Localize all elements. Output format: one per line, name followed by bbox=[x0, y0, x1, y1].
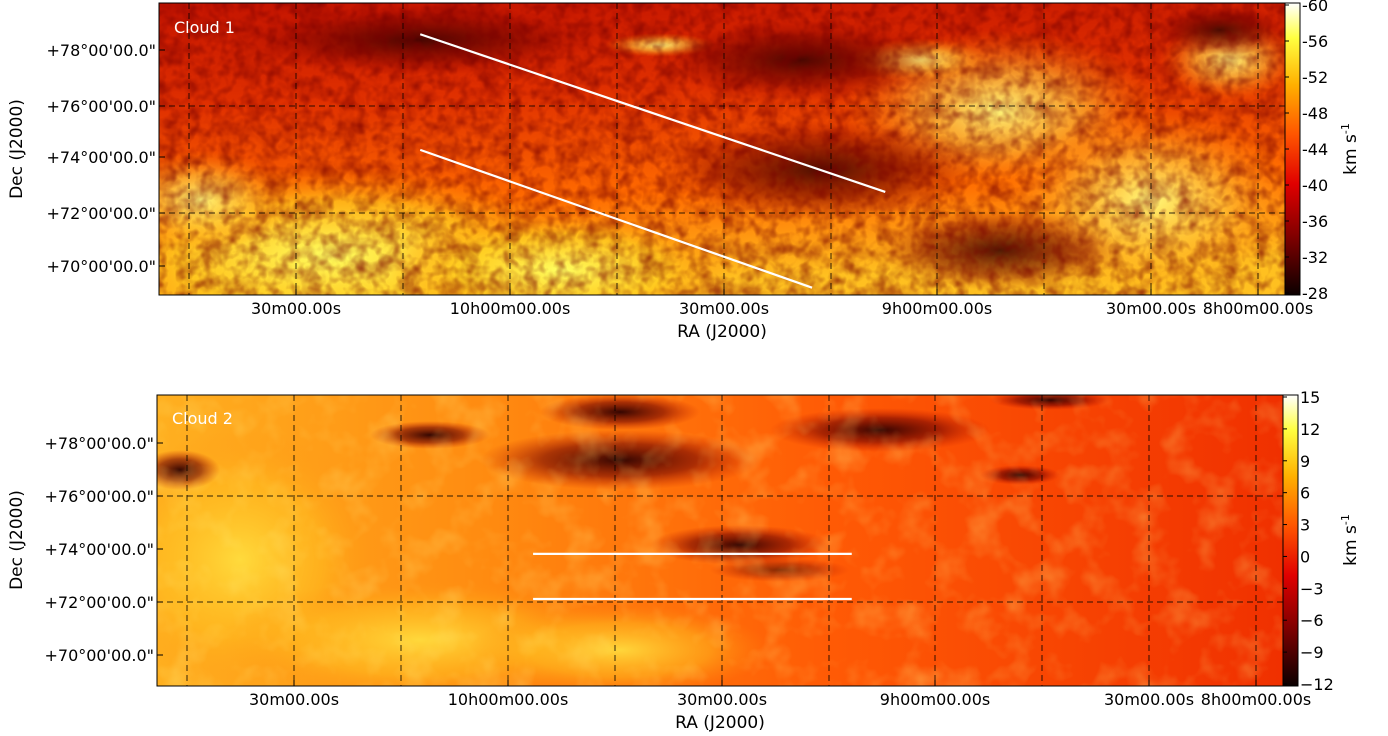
panel-label-cloud-2: Cloud 2 bbox=[172, 409, 233, 428]
colorbar-tick-label: 9 bbox=[1300, 452, 1310, 471]
x-axis-title-cloud-1: RA (J2000) bbox=[677, 322, 767, 342]
panel-cloud-2: 30m00.00s 10h00m00.00s 30m00.00s 9h00m00.00… bbox=[7, 388, 1361, 733]
colorbar-tick-label: −3 bbox=[1300, 579, 1324, 598]
panel-cloud-1: 30m00.00s 10h00m00.00s 30m00.00s 9h00m00.00… bbox=[7, 0, 1361, 342]
y-tick-label: +76°00'00.0" bbox=[44, 487, 154, 506]
x-tick-label: 10h00m00.00s bbox=[448, 690, 569, 709]
x-tick-label: 30m00.00s bbox=[677, 690, 767, 709]
colorbar-tick-label: 3 bbox=[1300, 516, 1310, 535]
colorbar-tick-label: -44 bbox=[1302, 140, 1328, 159]
y-axis-ticks-cloud-2: +78°00'00.0" +76°00'00.0" +74°00'00.0" +72°… bbox=[44, 434, 163, 665]
y-tick-label: +70°00'00.0" bbox=[44, 646, 154, 665]
y-tick-label: +76°00'00.0" bbox=[46, 97, 156, 116]
y-tick-label: +70°00'00.0" bbox=[46, 257, 156, 276]
colorbar-tick-label: -48 bbox=[1302, 104, 1328, 123]
colorbar-cloud-2 bbox=[1282, 394, 1299, 687]
colorbar-label-cloud-1: km s-1 bbox=[1339, 123, 1361, 175]
colorbar-tick-label: −9 bbox=[1300, 643, 1324, 662]
colorbar-tick-label: -60 bbox=[1302, 0, 1328, 15]
y-tick-label: +74°00'00.0" bbox=[46, 148, 156, 167]
y-tick-label: +78°00'00.0" bbox=[46, 41, 156, 60]
y-axis-title-cloud-1: Dec (J2000) bbox=[7, 99, 27, 199]
colorbar-ticks-cloud-1: -60 -56 -52 -48 -44 -40 -36 -32 -28 bbox=[1285, 0, 1328, 303]
cut-lines-cloud-2 bbox=[533, 552, 852, 601]
grid-lines-cloud-2 bbox=[157, 395, 1283, 686]
colorbar-tick-label: 0 bbox=[1300, 547, 1310, 566]
x-axis-ticks-cloud-2: 30m00.00s 10h00m00.00s 30m00.00s 9h00m00.00… bbox=[249, 680, 1311, 709]
x-tick-label: 30m00.00s bbox=[1104, 690, 1194, 709]
panel-label-cloud-1: Cloud 1 bbox=[174, 18, 235, 37]
x-tick-label: 8h00m00.00s bbox=[1201, 690, 1311, 709]
x-tick-label: 9h00m00.00s bbox=[882, 299, 992, 318]
x-tick-label: 30m00.00s bbox=[249, 690, 339, 709]
cut-line-1 bbox=[419, 33, 886, 193]
heatmap-image-cloud-1 bbox=[159, 3, 1285, 295]
y-tick-label: +72°00'00.0" bbox=[46, 204, 156, 223]
colorbar-tick-label: -32 bbox=[1302, 248, 1328, 267]
colorbar-tick-label: −6 bbox=[1300, 611, 1324, 630]
grid-lines-cloud-1 bbox=[159, 3, 1285, 295]
colorbar-label-cloud-2: km s-1 bbox=[1339, 514, 1361, 566]
colorbar-tick-label: -36 bbox=[1302, 212, 1328, 231]
y-axis-ticks-cloud-1: +78°00'00.0" +76°00'00.0" +74°00'00.0" +72°… bbox=[46, 41, 165, 276]
colorbar-tick-label: −12 bbox=[1300, 675, 1334, 694]
colorbar-tick-label: 12 bbox=[1300, 420, 1320, 439]
colorbar-tick-label: -56 bbox=[1302, 32, 1328, 51]
y-tick-label: +74°00'00.0" bbox=[44, 540, 154, 559]
cut-line-2 bbox=[419, 148, 813, 289]
x-tick-label: 9h00m00.00s bbox=[880, 690, 990, 709]
x-tick-label: 30m00.00s bbox=[679, 299, 769, 318]
x-tick-label: 8h00m00.00s bbox=[1203, 299, 1313, 318]
y-tick-label: +72°00'00.0" bbox=[44, 593, 154, 612]
x-axis-title-cloud-2: RA (J2000) bbox=[675, 713, 765, 733]
x-tick-label: 30m00.00s bbox=[1106, 299, 1196, 318]
colorbar-tick-label: -40 bbox=[1302, 176, 1328, 195]
x-tick-label: 30m00.00s bbox=[251, 299, 341, 318]
y-tick-label: +78°00'00.0" bbox=[44, 434, 154, 453]
colorbar-tick-label: 6 bbox=[1300, 484, 1310, 503]
x-tick-label: 10h00m00.00s bbox=[450, 299, 571, 318]
x-axis-ticks-cloud-1: 30m00.00s 10h00m00.00s 30m00.00s 9h00m00.00… bbox=[251, 289, 1313, 318]
colorbar-tick-label: -28 bbox=[1302, 284, 1328, 303]
colorbar-tick-label: 15 bbox=[1300, 388, 1320, 407]
cut-lines-cloud-1 bbox=[419, 33, 886, 289]
colorbar-ticks-cloud-2: 15 12 9 6 3 0 −3 −6 −9 −12 bbox=[1283, 388, 1334, 694]
y-axis-title-cloud-2: Dec (J2000) bbox=[7, 490, 27, 590]
heatmap-image-cloud-2 bbox=[157, 395, 1283, 686]
colorbar-tick-label: -52 bbox=[1302, 68, 1328, 87]
